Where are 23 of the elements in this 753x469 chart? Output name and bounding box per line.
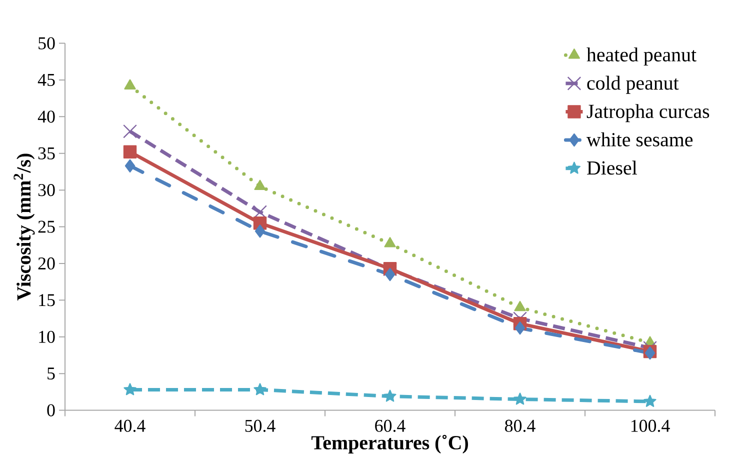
y-tick-label: 50: [38, 37, 55, 50]
y-tick-label: 45: [38, 74, 55, 86]
legend-label: heated peanut: [586, 47, 696, 66]
y-tick-label: 25: [38, 220, 55, 233]
y-tick-label: 10: [39, 330, 55, 343]
y-tick-label: 35: [38, 147, 55, 160]
legend-label: Diesel: [587, 160, 637, 175]
x-tick-label: 50.4: [245, 420, 276, 432]
x-tick-label: 100.4: [631, 420, 670, 432]
legend-label: white sesame: [586, 132, 693, 146]
x-tick-label: 40.4: [114, 420, 146, 432]
legend-label: Jatropha curcas: [586, 104, 710, 122]
y-tick-label: 40: [38, 110, 55, 123]
x-axis-title: Temperatures (˚C): [311, 434, 468, 454]
y-axis-title: Viscosity (mm$^{2}$/s): [14, 154, 35, 300]
y-tick-label: 5: [48, 368, 55, 380]
y-tick-label: 0: [47, 404, 55, 416]
y-tick-label: 30: [38, 184, 55, 196]
x-tick-label: 80.4: [505, 420, 536, 432]
y-tick-label: 15: [39, 294, 55, 306]
legend-label: cold peanut: [587, 76, 679, 94]
x-tick-label: 60.4: [375, 420, 406, 432]
y-tick-label: 20: [38, 257, 55, 270]
